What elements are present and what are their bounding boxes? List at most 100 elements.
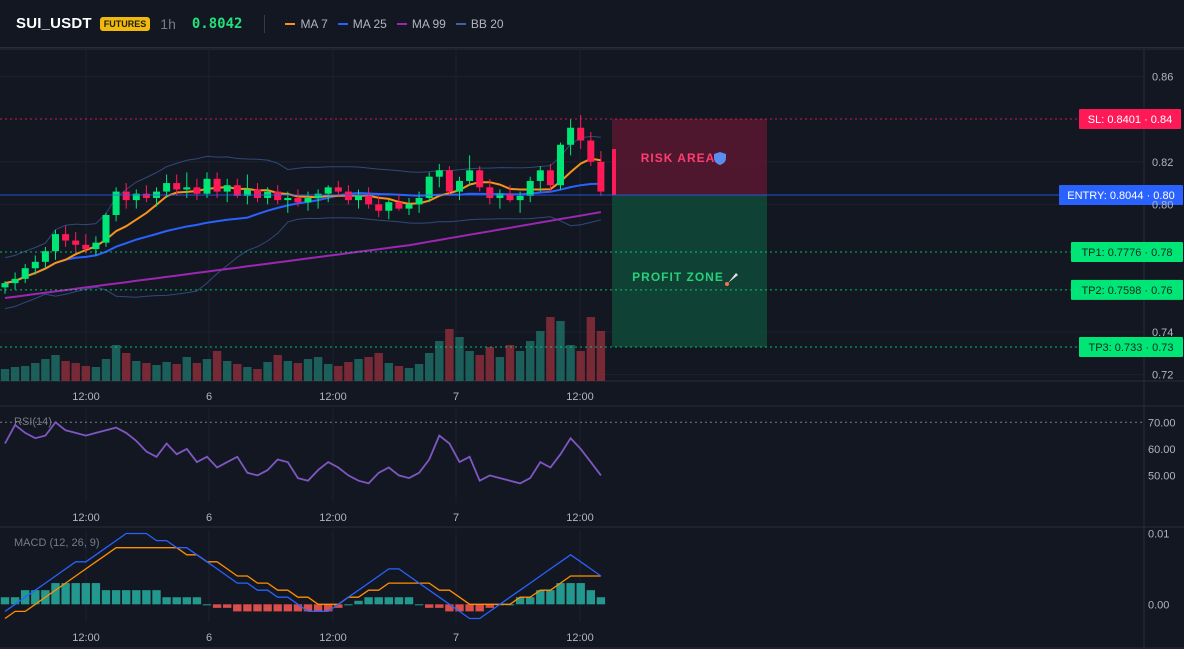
volume-bar [293,363,303,381]
candle-body [385,202,393,211]
volume-bar [586,317,595,381]
volume-bar [445,329,454,381]
timeframe-label[interactable]: 1h [160,15,176,32]
candle-body [284,197,292,201]
macd-histogram-bar [404,597,414,605]
macd-histogram-bar [0,597,10,605]
legend-ma7[interactable]: MA 7 [285,16,328,31]
legend-label: MA 99 [411,16,446,31]
macd-histogram-bar [192,597,202,605]
volume-bar [162,362,171,381]
volume-bar [172,364,181,381]
candle-body [536,170,544,181]
candle-body [122,191,130,201]
candle-body [31,261,39,269]
time-tick-label: 12:00 [566,391,594,403]
volume-bar [31,363,40,381]
candle-body [597,161,605,192]
candle-body [92,242,100,250]
candle-body [254,189,261,198]
volume-bar [495,357,505,381]
candle-body [193,187,201,194]
legend-label: BB 20 [470,16,504,31]
macd-histogram-bar [202,604,212,606]
candle-body [324,187,332,194]
candle-body [213,178,221,192]
candle-body [304,197,312,203]
legend-label: MA 7 [300,16,328,31]
volume-bar [21,366,30,381]
candle-body [233,185,241,196]
macd-histogram-bar [414,604,424,606]
macd-histogram-bar [536,590,545,605]
rocket-icon [728,273,738,283]
volume-bar [546,317,555,381]
volume-bar [142,363,151,381]
macd-histogram-bar [293,604,303,612]
volume-bar [505,345,515,381]
macd-histogram-bar [111,590,121,605]
macd-histogram-bar [152,590,161,605]
volume-bar [556,321,565,381]
macd-histogram-bar [455,604,464,612]
legend-bb20[interactable]: BB 20 [455,16,504,31]
indicator-legend: MA 7 MA 25 MA 99 BB 20 [275,16,504,31]
macd-histogram-bar [586,590,595,605]
volume-bar [455,337,464,381]
time-tick-label: 6 [206,391,212,403]
macd-histogram-bar [243,604,252,612]
volume-bar [526,341,535,381]
macd-histogram-bar [253,604,262,612]
volume-bar [303,359,313,381]
volume-bar [475,355,484,381]
candle-body [1,283,9,288]
macd-histogram-bar [142,590,151,605]
legend-ma99[interactable]: MA 99 [396,16,446,31]
macd-histogram-bar [546,590,555,605]
macd-histogram-bar [313,604,323,612]
macd-histogram-bar [212,604,222,608]
bb-lower [4,216,602,310]
volume-bar [182,357,191,381]
candle-body [365,195,373,205]
macd-histogram-bar [394,597,404,605]
macd-label: MACD (12, 26, 9) [14,537,100,549]
legend-ma25[interactable]: MA 25 [337,16,387,31]
candle-body [355,195,362,201]
trade-levels: SL: 0.8401 · 0.84 ENTRY: 0.8044 · 0.80 TP1… [0,109,1183,357]
take-profit-2-label: TP2: 0.7598 · 0.76 [1081,285,1172,297]
macd-histogram-bar [263,604,272,612]
macd-histogram-bar [172,597,181,605]
volume-bar [51,355,60,381]
symbol-name[interactable]: SUI_USDT [16,15,92,32]
entry-label: ENTRY: 0.8044 · 0.80 [1067,190,1174,202]
candle-body [526,180,534,196]
volume-bar [263,362,272,381]
rsi-label: RSI(14) [14,416,52,428]
bb20-swatch [455,22,466,25]
macd-histogram-bar [364,597,373,605]
macd-histogram-bar [81,583,90,605]
macd-histogram-bar [344,604,353,606]
candle-body [173,183,181,190]
time-tick-label: 12:00 [72,512,100,524]
candle-body [274,191,282,201]
rocket-flame [725,282,729,286]
time-tick-label: 12:00 [72,391,100,403]
volume-bar [324,364,333,381]
time-tick-label: 12:00 [319,512,347,524]
shield-icon [714,152,726,166]
volume-bar [435,341,444,381]
candle-body [587,140,595,162]
macd-histogram-bar [324,604,333,612]
risk-marker [612,149,616,195]
macd-histogram-bar [425,604,434,608]
risk-area [612,119,767,195]
candle-body [243,189,251,196]
legend-label: MA 25 [352,16,387,31]
volume-bar [414,364,424,381]
profit-zone-label: PROFIT ZONE [632,270,724,284]
macd-histogram-bar [132,590,141,605]
price-tick-label: 0.80 [1152,199,1173,211]
